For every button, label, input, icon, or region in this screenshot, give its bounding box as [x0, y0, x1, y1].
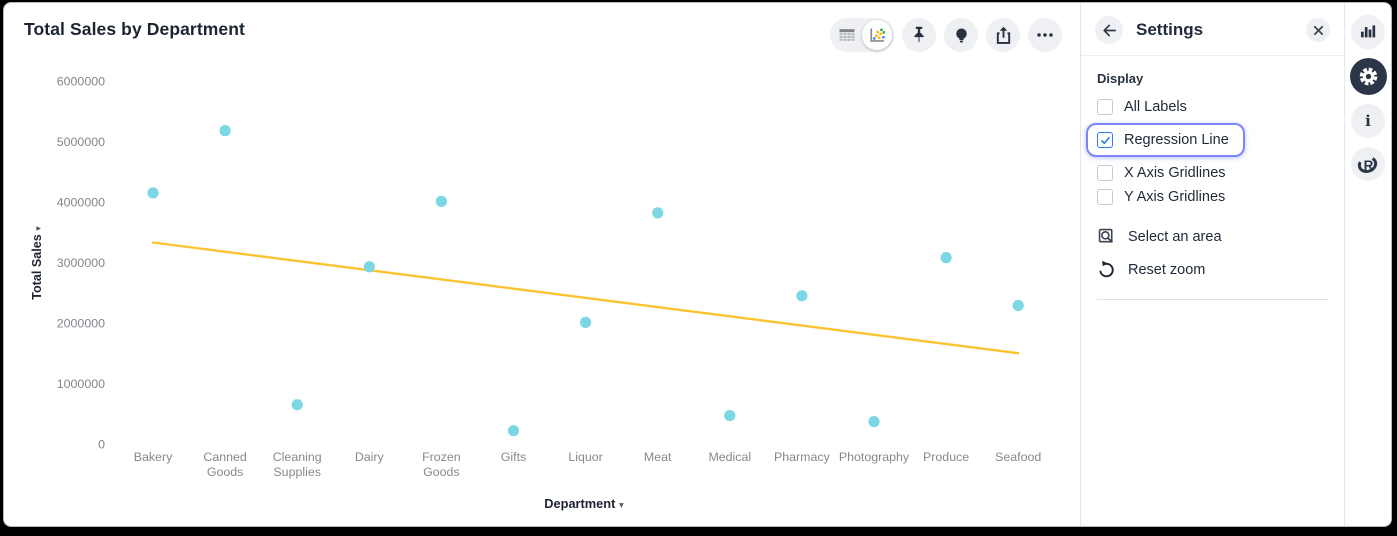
- regression-line[interactable]: [151, 241, 1020, 355]
- select-an-area-button[interactable]: Select an area: [1097, 227, 1328, 246]
- checkbox-unchecked-icon[interactable]: [1097, 99, 1113, 115]
- info-icon: i: [1358, 111, 1378, 131]
- checkbox-row-y-axis-gridlines[interactable]: Y Axis Gridlines: [1097, 189, 1328, 205]
- scatter-view-button[interactable]: [862, 20, 892, 50]
- action-label: Select an area: [1128, 228, 1222, 245]
- x-tick-label: Meat: [644, 450, 672, 464]
- checkbox-row-all-labels[interactable]: All Labels: [1097, 99, 1328, 115]
- settings-panel: Settings Display All Labels Regression Li…: [1080, 3, 1345, 526]
- settings-header: Settings: [1081, 3, 1344, 56]
- x-tick-label: Produce: [923, 450, 969, 464]
- display-options-list: All Labels Regression Line X Axis Gridline…: [1081, 91, 1344, 213]
- more-button[interactable]: [1028, 18, 1062, 52]
- action-label: Reset zoom: [1128, 261, 1206, 278]
- scatter-view-icon: [870, 28, 886, 42]
- checkbox-row-x-axis-gridlines[interactable]: X Axis Gridlines: [1097, 165, 1328, 181]
- app-window: 0 1000000 2000000 3000000 4000000 5000000 6000…: [3, 2, 1392, 527]
- x-tick-label: Seafood: [995, 450, 1041, 464]
- view-toggle: [830, 18, 894, 52]
- bar-chart-rail-button[interactable]: [1351, 15, 1385, 49]
- checkbox-label: Y Axis Gridlines: [1124, 189, 1226, 205]
- data-point-dairy[interactable]: [363, 261, 375, 273]
- more-ellipsis-icon: [1037, 33, 1053, 37]
- zoom-actions-list: Select an area Reset zoom: [1081, 213, 1344, 285]
- export-icon: [996, 26, 1010, 44]
- table-view-icon: [839, 29, 855, 41]
- y-tick-label: 1000000: [57, 377, 105, 391]
- export-button[interactable]: [986, 18, 1020, 52]
- data-point-gifts[interactable]: [507, 425, 520, 437]
- chart-title: Total Sales by Department: [24, 19, 245, 39]
- y-tick-label: 4000000: [57, 196, 105, 210]
- y-tick-label: 3000000: [57, 256, 105, 270]
- r-logo-rail-button[interactable]: R: [1351, 147, 1385, 181]
- close-button[interactable]: [1306, 18, 1330, 42]
- x-tick-label: Cleaning Supplies: [273, 450, 322, 479]
- x-tick-label: Photography: [839, 450, 910, 464]
- info-rail-button[interactable]: i: [1351, 104, 1385, 138]
- data-point-liquor[interactable]: [580, 316, 592, 328]
- y-axis-title[interactable]: Total Sales ▾: [30, 226, 44, 300]
- checkbox-label: Regression Line: [1124, 132, 1229, 148]
- settings-title: Settings: [1136, 20, 1204, 39]
- y-tick-label: 6000000: [57, 75, 105, 89]
- select-area-icon: [1097, 227, 1116, 246]
- x-tick-label: Canned Goods: [203, 450, 247, 479]
- x-tick-label: Pharmacy: [774, 450, 831, 464]
- pin-icon: [914, 26, 924, 43]
- svg-text:R: R: [1364, 158, 1374, 173]
- x-tick-label: Bakery: [134, 450, 173, 464]
- data-point-medical[interactable]: [724, 409, 736, 422]
- data-point-meat[interactable]: [652, 207, 664, 219]
- display-section-label: Display: [1097, 71, 1144, 86]
- back-button[interactable]: [1095, 16, 1123, 44]
- reset-zoom-icon: [1097, 260, 1116, 279]
- svg-text:i: i: [1365, 112, 1371, 130]
- insights-bulb-icon: [955, 28, 967, 42]
- checkbox-row-regression-line[interactable]: Regression Line: [1086, 123, 1245, 157]
- data-point-pharmacy[interactable]: [796, 290, 808, 302]
- checkbox-unchecked-icon[interactable]: [1097, 165, 1113, 181]
- x-tick-label: Dairy: [355, 450, 385, 464]
- data-point-photography[interactable]: [868, 416, 880, 428]
- insights-button[interactable]: [944, 18, 978, 52]
- arrow-left-icon: [1102, 24, 1116, 36]
- settings-gear-rail-button[interactable]: [1349, 58, 1387, 95]
- r-logo-icon: R: [1357, 153, 1379, 175]
- data-point-produce[interactable]: [940, 252, 952, 264]
- settings-gear-icon: [1357, 65, 1380, 88]
- panel-divider: [1097, 299, 1328, 300]
- y-tick-label: 2000000: [57, 317, 105, 331]
- y-tick-label: 0: [98, 438, 105, 452]
- bar-chart-icon: [1358, 22, 1378, 42]
- data-point-seafood[interactable]: [1012, 299, 1024, 312]
- checkbox-label: X Axis Gridlines: [1124, 165, 1226, 181]
- x-tick-label: Frozen Goods: [422, 450, 461, 479]
- data-point-cleaning-supplies[interactable]: [291, 399, 303, 411]
- reset-zoom-button[interactable]: Reset zoom: [1097, 260, 1328, 279]
- chart-area: 0 1000000 2000000 3000000 4000000 5000000 6000…: [4, 3, 1080, 526]
- x-tick-label: Medical: [708, 450, 751, 464]
- data-point-frozen-goods[interactable]: [435, 195, 447, 207]
- chart-toolbar: [830, 18, 1062, 52]
- x-axis-title[interactable]: Department ▾: [544, 496, 624, 511]
- x-tick-label: Gifts: [501, 450, 526, 464]
- x-tick-label: Liquor: [568, 450, 602, 464]
- scatter-chart: 0 1000000 2000000 3000000 4000000 5000000 6000…: [30, 75, 1041, 512]
- checkbox-checked-icon[interactable]: [1097, 132, 1113, 148]
- y-tick-label: 5000000: [57, 135, 105, 149]
- close-icon: [1313, 25, 1323, 35]
- data-point-canned-goods[interactable]: [219, 125, 231, 137]
- data-point-bakery[interactable]: [147, 187, 159, 199]
- checkbox-label: All Labels: [1124, 99, 1187, 115]
- table-view-button[interactable]: [832, 20, 862, 50]
- checkbox-unchecked-icon[interactable]: [1097, 189, 1113, 205]
- pin-button[interactable]: [902, 18, 936, 52]
